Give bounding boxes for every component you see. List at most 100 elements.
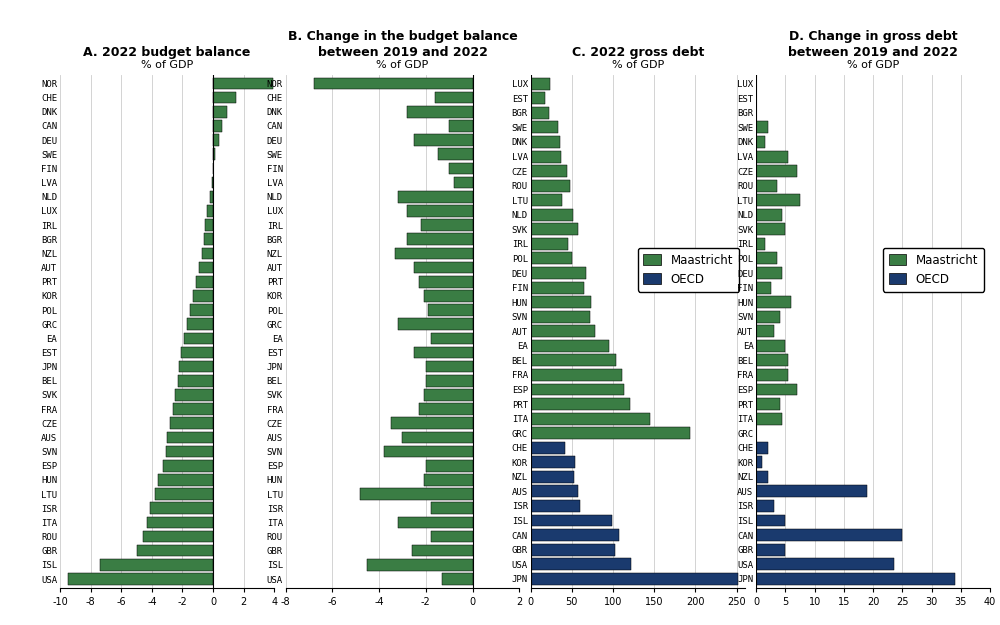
Bar (426, 375, 473, 387)
Legend: Maastricht, OECD: Maastricht, OECD (883, 248, 984, 292)
Bar (531, 428, 690, 439)
Bar (213, 106, 227, 118)
Bar (730, 107, 756, 119)
Bar (170, 418, 213, 429)
Bar (173, 403, 213, 415)
Bar (204, 233, 213, 245)
Legend: Maastricht, OECD: Maastricht, OECD (638, 248, 739, 292)
Bar (756, 253, 777, 264)
Title: A. 2022 budget balance: A. 2022 budget balance (83, 46, 251, 59)
Bar (756, 311, 780, 322)
Bar (449, 162, 473, 174)
Bar (454, 177, 473, 188)
Bar (398, 517, 473, 528)
Bar (531, 412, 650, 424)
Bar (424, 474, 473, 486)
Bar (150, 503, 213, 514)
Bar (442, 573, 473, 585)
Bar (360, 488, 473, 500)
Bar (426, 460, 473, 471)
Bar (756, 121, 768, 133)
Bar (756, 165, 797, 177)
Bar (414, 347, 473, 358)
Bar (756, 282, 771, 294)
Bar (196, 276, 213, 288)
Bar (531, 92, 545, 104)
Bar (100, 559, 213, 571)
Bar (742, 78, 756, 90)
Bar (424, 389, 473, 401)
Bar (531, 529, 619, 541)
Bar (438, 149, 473, 160)
Bar (756, 325, 774, 338)
Bar (398, 191, 473, 202)
Bar (367, 559, 473, 571)
Text: % of GDP: % of GDP (612, 60, 664, 70)
Bar (187, 318, 213, 330)
Bar (531, 354, 616, 366)
Bar (407, 205, 473, 217)
Bar (531, 500, 580, 512)
Bar (531, 471, 574, 483)
Bar (213, 78, 273, 89)
Bar (419, 403, 473, 415)
Bar (407, 233, 473, 245)
Bar (531, 558, 631, 570)
Bar (727, 92, 756, 104)
Bar (193, 290, 213, 302)
Bar (531, 151, 561, 162)
Bar (756, 558, 894, 570)
Bar (531, 223, 578, 235)
Bar (531, 121, 558, 133)
Bar (531, 398, 630, 410)
Bar (756, 354, 788, 366)
Bar (531, 456, 575, 468)
Bar (158, 474, 213, 486)
Bar (202, 248, 213, 259)
Bar (419, 276, 473, 288)
Bar (137, 545, 213, 556)
Bar (213, 120, 222, 132)
Bar (207, 205, 213, 217)
Bar (210, 191, 213, 202)
Bar (756, 384, 797, 396)
Bar (756, 442, 768, 454)
Bar (756, 238, 765, 250)
Bar (190, 304, 213, 316)
Title: D. Change in gross debt
between 2019 and 2022: D. Change in gross debt between 2019 and… (788, 29, 958, 59)
Bar (531, 384, 624, 396)
Bar (167, 432, 213, 443)
Bar (531, 572, 738, 585)
Bar (744, 428, 756, 439)
Bar (756, 412, 782, 424)
Bar (756, 209, 782, 221)
Bar (756, 136, 765, 148)
Bar (213, 92, 236, 104)
Bar (756, 471, 768, 483)
Bar (756, 500, 774, 512)
Bar (175, 389, 213, 401)
Bar (143, 531, 213, 542)
Bar (163, 460, 213, 471)
Bar (531, 311, 590, 322)
Bar (184, 332, 213, 344)
Bar (384, 446, 473, 458)
Bar (531, 107, 549, 119)
Bar (412, 545, 473, 556)
Bar (531, 514, 612, 526)
Bar (428, 304, 473, 316)
Bar (178, 375, 213, 387)
Title: B. Change in the budget balance
between 2019 and 2022: B. Change in the budget balance between … (288, 29, 517, 59)
Bar (166, 446, 213, 458)
Bar (756, 223, 785, 235)
Bar (756, 151, 788, 162)
Bar (756, 544, 785, 556)
Bar (395, 248, 473, 259)
Bar (756, 456, 762, 468)
Text: % of GDP: % of GDP (141, 60, 193, 70)
Bar (431, 503, 473, 514)
Bar (179, 361, 213, 372)
Bar (531, 296, 591, 308)
Bar (147, 517, 213, 528)
Bar (205, 219, 213, 231)
